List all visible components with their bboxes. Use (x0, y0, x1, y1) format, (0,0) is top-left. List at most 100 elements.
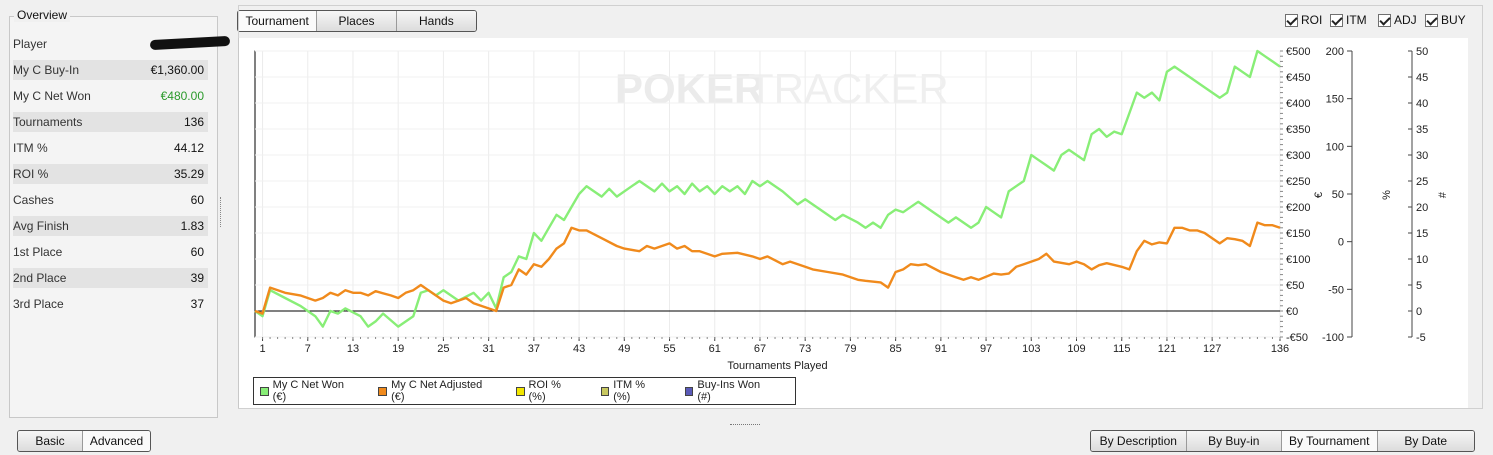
tab-basic[interactable]: Basic (18, 431, 84, 451)
legend-item[interactable]: ITM % (%) (600, 379, 663, 403)
overview-title: Overview (14, 8, 71, 22)
x-tick-label: 121 (1158, 343, 1176, 355)
overview-row-value: 35.29 (173, 167, 204, 181)
x-tick-label: 19 (392, 343, 404, 355)
x-tick-label: 97 (980, 343, 992, 355)
overview-row-label: Player (13, 37, 48, 51)
y-count-tick-label: 10 (1416, 254, 1428, 266)
tab-by-buy-in[interactable]: By Buy-in (1186, 431, 1282, 451)
x-tick-label: 67 (754, 343, 766, 355)
x-tick-label: 55 (663, 343, 675, 355)
overview-row-label: Avg Finish (13, 219, 69, 233)
y-euro-tick-label: €400 (1286, 98, 1310, 110)
y-euro-tick-label: €100 (1286, 254, 1310, 266)
legend-item[interactable]: My C Net Won (€) (260, 379, 356, 403)
y-count-tick-label: 45 (1416, 72, 1428, 84)
checkbox-check-icon (1330, 13, 1343, 27)
legend-label: My C Net Won (€) (272, 379, 344, 403)
overview-row: Avg Finish 1.83 (13, 216, 208, 236)
x-tick-label: 25 (437, 343, 449, 355)
overview-row: My C Net Won €480.00 (13, 86, 208, 106)
y-euro-tick-label: €500 (1286, 46, 1310, 58)
buy-checkbox-label: BUY (1441, 13, 1466, 27)
overview-row-label: My C Net Won (13, 89, 91, 103)
x-axis-title: Tournaments Played (727, 360, 827, 372)
overview-row-value: 44.12 (173, 141, 204, 155)
overview-row-label: 2nd Place (13, 271, 67, 285)
net-adjusted-series-line (254, 221, 1281, 315)
legend-swatch (378, 386, 388, 396)
itm-checkbox[interactable]: ITM (1330, 13, 1367, 27)
legend-swatch (600, 386, 610, 396)
x-tick-label: 61 (709, 343, 721, 355)
y-count-tick-label: 30 (1416, 150, 1428, 162)
buy-checkbox[interactable]: BUY (1425, 13, 1466, 27)
y-euro-tick-label: €450 (1286, 72, 1310, 84)
overview-row: 2nd Place 39 (13, 268, 208, 288)
mode-tabs: Basic Advanced (17, 430, 151, 452)
y-count-tick-label: 15 (1416, 228, 1428, 240)
y-euro-tick-label: €50 (1286, 280, 1304, 292)
overview-row-value: 60 (190, 193, 204, 207)
overview-row-value: €480.00 (160, 89, 204, 103)
overview-row: 1st Place 60 (13, 242, 208, 262)
adj-checkbox[interactable]: ADJ (1378, 13, 1417, 27)
x-tick-label: 1 (259, 343, 265, 355)
x-tick-label: 115 (1113, 343, 1131, 355)
tab-by-tournament[interactable]: By Tournament (1282, 431, 1378, 451)
legend-label: Buy-Ins Won (#) (697, 379, 761, 403)
x-tick-label: 13 (347, 343, 359, 355)
legend-item[interactable]: My C Net Adjusted (€) (378, 379, 493, 403)
overview-row: ROI % 35.29 (13, 164, 208, 184)
tab-by-description[interactable]: By Description (1091, 431, 1187, 451)
overview-row-label: ROI % (13, 167, 49, 181)
y-count-tick-label: 0 (1416, 306, 1422, 318)
overview-row-label: 1st Place (13, 245, 63, 259)
x-tick-label: 127 (1203, 343, 1221, 355)
y-count-tick-label: 40 (1416, 98, 1428, 110)
y-euro-tick-label: €150 (1286, 228, 1310, 240)
roi-checkbox[interactable]: ROI (1285, 13, 1322, 27)
x-tick-label: 79 (844, 343, 856, 355)
legend-item[interactable]: ROI % (%) (515, 379, 579, 403)
y-percent-tick-label: 50 (1332, 189, 1344, 201)
x-tick-label: 37 (528, 343, 540, 355)
x-tick-label: 31 (483, 343, 495, 355)
y-count-tick-label: 20 (1416, 202, 1428, 214)
overview-row-label: Cashes (13, 193, 54, 207)
tab-places[interactable]: Places (317, 11, 397, 31)
group-tabs: By Description By Buy-in By Tournament B… (1090, 430, 1475, 452)
vertical-splitter[interactable] (220, 197, 223, 227)
x-tick-label: 136 (1271, 343, 1289, 355)
overview-row-label: My C Buy-In (13, 63, 80, 77)
adj-checkbox-label: ADJ (1394, 13, 1417, 27)
tab-tournament[interactable]: Tournament (238, 11, 318, 31)
overview-row-value: 1.83 (180, 219, 204, 233)
itm-checkbox-label: ITM (1346, 13, 1367, 27)
overview-row: ITM % 44.12 (13, 138, 208, 158)
y-euro-tick-label: €200 (1286, 202, 1310, 214)
overview-row: Player (13, 34, 231, 54)
legend-label: ITM % (%) (613, 379, 646, 403)
legend-item[interactable]: Buy-Ins Won (#) (684, 379, 773, 403)
y-euro-axis-title: € (1313, 192, 1325, 198)
net-won-series-line (254, 49, 1281, 328)
overview-row-value: 60 (190, 245, 204, 259)
overview-row-label: 3rd Place (13, 297, 64, 311)
overview-row-label: ITM % (13, 141, 48, 155)
horizontal-splitter[interactable] (730, 424, 760, 425)
tab-advanced[interactable]: Advanced (83, 431, 150, 451)
legend-swatch (684, 386, 694, 396)
overview-row-value: €1,360.00 (150, 63, 204, 77)
checkbox-check-icon (1425, 13, 1438, 27)
legend-label: ROI % (%) (528, 379, 561, 403)
y-percent-tick-label: 150 (1326, 94, 1344, 106)
overview-row: Tournaments 136 (13, 112, 208, 132)
x-tick-label: 49 (618, 343, 630, 355)
y-euro-tick-label: €0 (1286, 306, 1298, 318)
tab-by-date[interactable]: By Date (1377, 431, 1474, 451)
view-tabs: Tournament Places Hands (237, 10, 477, 32)
tab-hands[interactable]: Hands (396, 11, 476, 31)
y-percent-tick-label: 100 (1326, 141, 1344, 153)
